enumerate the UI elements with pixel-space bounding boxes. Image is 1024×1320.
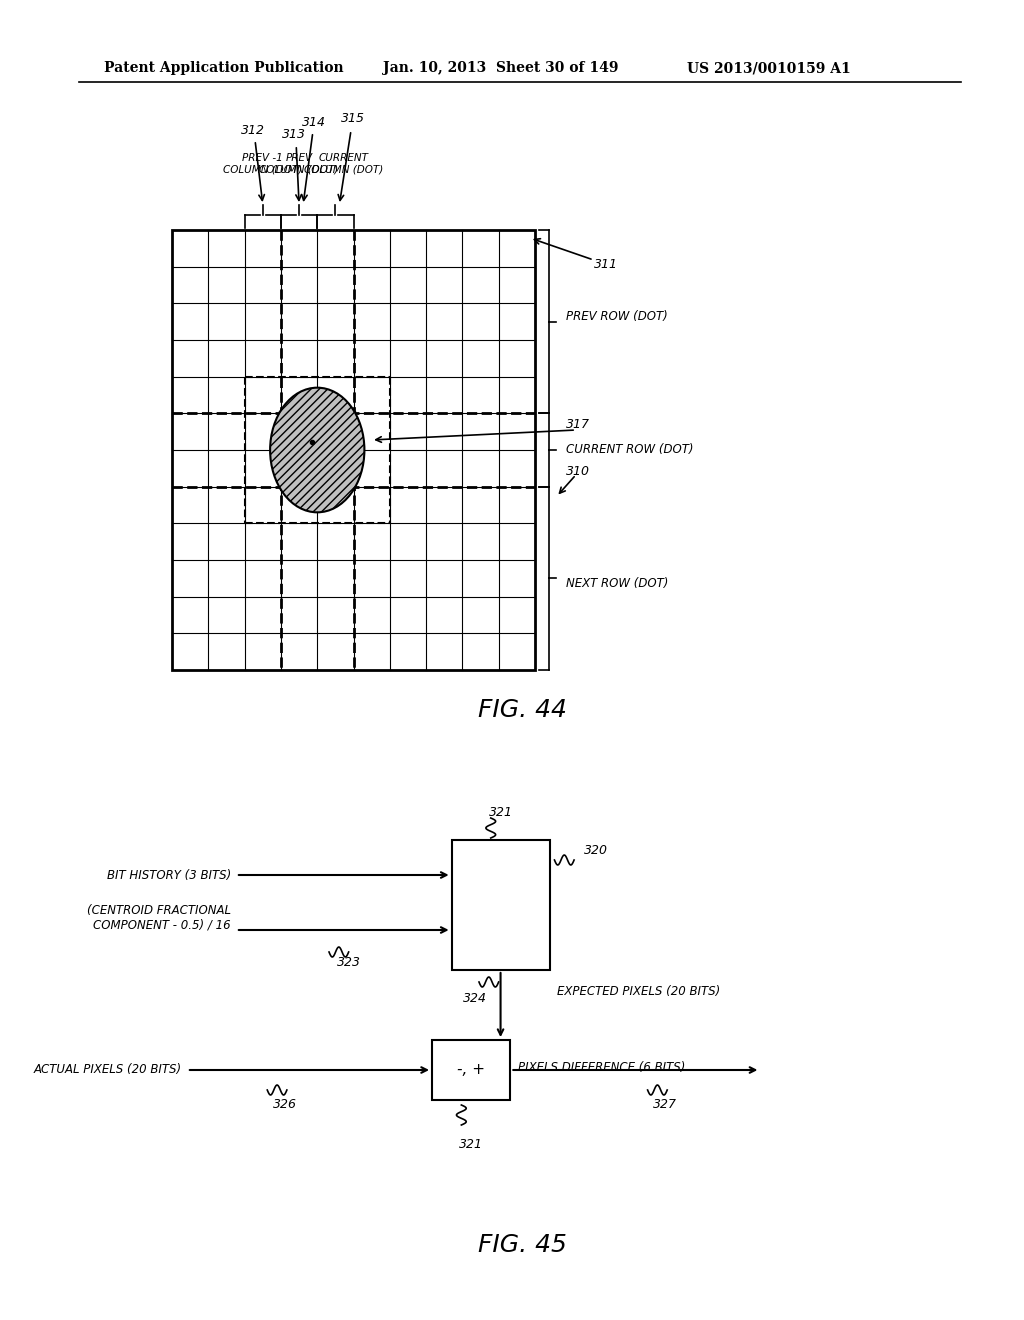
Text: 320: 320 bbox=[584, 843, 608, 857]
Text: Patent Application Publication: Patent Application Publication bbox=[103, 61, 343, 75]
Text: 317: 317 bbox=[566, 418, 590, 432]
Text: CURRENT
COLUMN (DOT): CURRENT COLUMN (DOT) bbox=[303, 153, 383, 176]
Text: -, +: -, + bbox=[457, 1063, 485, 1077]
Text: 315: 315 bbox=[341, 111, 365, 124]
Text: 312: 312 bbox=[241, 124, 265, 136]
Text: 311: 311 bbox=[594, 259, 617, 272]
Text: 310: 310 bbox=[566, 465, 590, 478]
Text: 321: 321 bbox=[459, 1138, 483, 1151]
Text: US 2013/0010159 A1: US 2013/0010159 A1 bbox=[687, 61, 851, 75]
Text: PREV
COLUMN (DOT): PREV COLUMN (DOT) bbox=[259, 153, 339, 176]
Text: 321: 321 bbox=[488, 805, 513, 818]
Text: 323: 323 bbox=[337, 956, 360, 969]
Text: ACTUAL PIXELS (20 BITS): ACTUAL PIXELS (20 BITS) bbox=[34, 1064, 182, 1077]
Text: PIXELS DIFFERENCE (6 BITS): PIXELS DIFFERENCE (6 BITS) bbox=[518, 1060, 686, 1073]
Text: BIT HISTORY (3 BITS): BIT HISTORY (3 BITS) bbox=[106, 869, 231, 882]
Text: 324: 324 bbox=[463, 991, 487, 1005]
Text: (CENTROID FRACTIONAL
COMPONENT - 0.5) / 16: (CENTROID FRACTIONAL COMPONENT - 0.5) / … bbox=[87, 904, 231, 932]
Text: 327: 327 bbox=[653, 1098, 677, 1111]
Ellipse shape bbox=[270, 388, 365, 512]
Text: 313: 313 bbox=[283, 128, 306, 141]
Text: FIG. 45: FIG. 45 bbox=[477, 1233, 566, 1257]
Bar bbox=[432, 1040, 510, 1100]
Text: Jan. 10, 2013  Sheet 30 of 149: Jan. 10, 2013 Sheet 30 of 149 bbox=[383, 61, 618, 75]
Text: EXPECTED PIXELS (20 BITS): EXPECTED PIXELS (20 BITS) bbox=[557, 986, 721, 998]
Text: NEXT ROW (DOT): NEXT ROW (DOT) bbox=[566, 577, 669, 590]
Text: PREV -1
COLUMN (DOT): PREV -1 COLUMN (DOT) bbox=[223, 153, 302, 176]
Bar bbox=[452, 840, 550, 970]
Text: FIG. 44: FIG. 44 bbox=[477, 698, 566, 722]
Text: 314: 314 bbox=[302, 116, 326, 128]
Text: CURRENT ROW (DOT): CURRENT ROW (DOT) bbox=[566, 444, 693, 457]
Text: PREV ROW (DOT): PREV ROW (DOT) bbox=[566, 310, 668, 323]
Bar bbox=[172, 230, 535, 671]
Text: 326: 326 bbox=[273, 1098, 297, 1111]
